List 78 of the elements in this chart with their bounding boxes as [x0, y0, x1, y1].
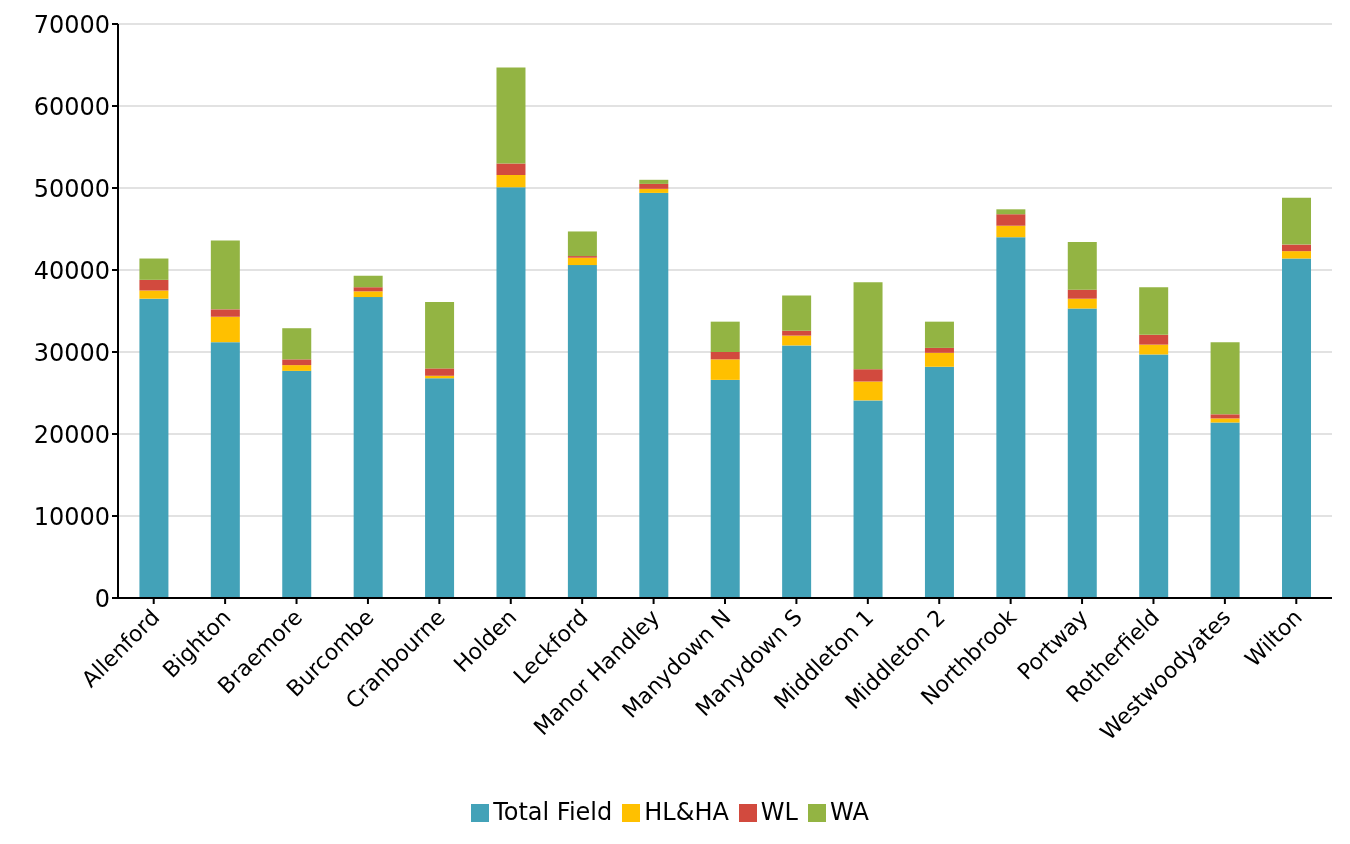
- bar: [782, 345, 812, 598]
- bar: [139, 258, 169, 280]
- bar: [210, 309, 240, 317]
- legend-label: Total Field: [493, 798, 613, 826]
- bar: [1282, 197, 1312, 245]
- bar: [639, 183, 669, 189]
- y-tick-label: 50000: [33, 174, 110, 203]
- bar: [210, 342, 240, 598]
- bar: [282, 370, 312, 598]
- bar: [425, 301, 455, 369]
- bar: [1139, 344, 1169, 355]
- legend-label: HL&HA: [644, 798, 729, 826]
- bar: [996, 225, 1026, 238]
- bar: [710, 359, 740, 380]
- bar: [210, 240, 240, 310]
- bar: [639, 179, 669, 184]
- y-tick-label: 40000: [33, 256, 110, 285]
- bar: [924, 347, 954, 353]
- bar: [1282, 244, 1312, 252]
- bar: [853, 369, 883, 382]
- y-tick-label: 10000: [33, 502, 110, 531]
- bar: [853, 282, 883, 370]
- bar: [567, 265, 597, 598]
- bar: [139, 279, 169, 291]
- bar: [425, 368, 455, 376]
- bar: [425, 378, 455, 598]
- bar: [282, 359, 312, 366]
- bar: [567, 257, 597, 266]
- bar: [1139, 354, 1169, 598]
- legend-label: WL: [760, 798, 798, 826]
- bar: [924, 352, 954, 367]
- bar: [353, 275, 383, 288]
- bar: [853, 381, 883, 401]
- bar: [353, 287, 383, 292]
- bar: [496, 163, 526, 175]
- bar: [1210, 422, 1240, 598]
- bar: [1067, 242, 1097, 290]
- bar: [924, 366, 954, 598]
- y-tick-label: 0: [94, 584, 110, 613]
- bar: [1210, 418, 1240, 423]
- bar: [282, 328, 312, 360]
- bar: [139, 290, 169, 299]
- bar: [282, 365, 312, 371]
- y-tick-label: 70000: [33, 10, 110, 39]
- bar: [1210, 342, 1240, 415]
- bar: [353, 291, 383, 298]
- bar: [139, 298, 169, 598]
- bar: [496, 174, 526, 188]
- bar: [639, 192, 669, 598]
- bar: [496, 67, 526, 164]
- bar: [353, 297, 383, 598]
- bar: [782, 330, 812, 336]
- bar: [710, 352, 740, 360]
- legend-label: WA: [829, 798, 869, 826]
- bar: [639, 188, 669, 193]
- bar: [710, 379, 740, 598]
- bar: [853, 400, 883, 598]
- bar: [1067, 298, 1097, 309]
- bar: [996, 237, 1026, 598]
- bar: [710, 321, 740, 352]
- bar: [1067, 289, 1097, 299]
- y-tick-label: 20000: [33, 420, 110, 449]
- y-tick-label: 60000: [33, 92, 110, 121]
- bar: [567, 231, 597, 257]
- bar: [782, 295, 812, 331]
- bar: [1282, 251, 1312, 259]
- bar: [1067, 308, 1097, 598]
- bar: [1139, 287, 1169, 335]
- bar: [782, 335, 812, 346]
- bar: [996, 214, 1026, 226]
- bar: [496, 187, 526, 598]
- bar: [1282, 258, 1312, 598]
- bar: [996, 209, 1026, 215]
- bar: [924, 321, 954, 348]
- bar: [210, 316, 240, 343]
- bar: [1139, 334, 1169, 345]
- bar: [1210, 414, 1240, 419]
- y-tick-label: 30000: [33, 338, 110, 367]
